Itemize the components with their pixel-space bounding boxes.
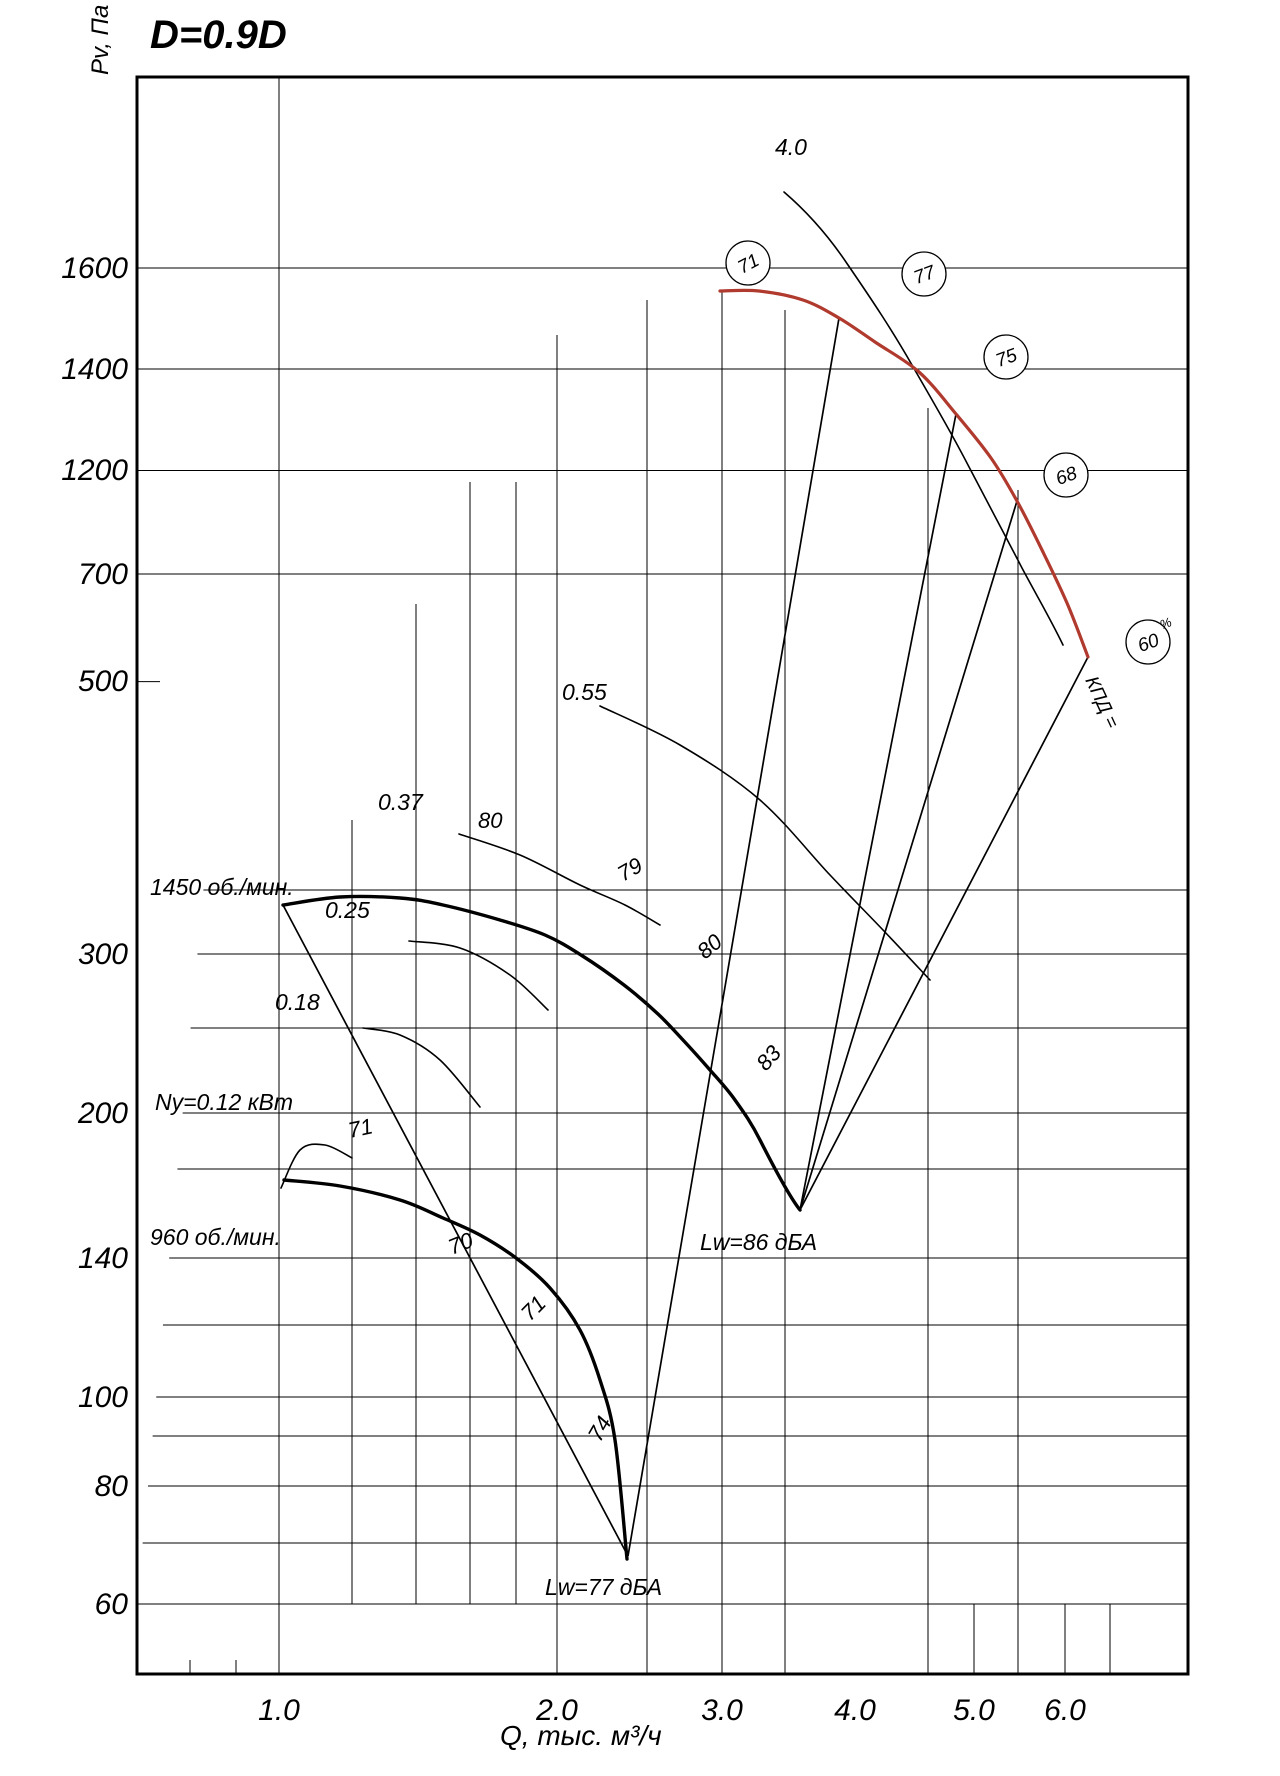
svg-text:3.0: 3.0 [701, 1694, 743, 1727]
svg-text:Q, тыс. м³/ч: Q, тыс. м³/ч [500, 1720, 662, 1751]
svg-text:1450 об./мин.: 1450 об./мин. [150, 874, 294, 900]
svg-text:500: 500 [78, 665, 128, 698]
svg-text:Pv, Па: Pv, Па [87, 5, 114, 75]
svg-text:Lw=77 дБА: Lw=77 дБА [545, 1574, 662, 1600]
svg-text:1.0: 1.0 [258, 1694, 300, 1727]
svg-text:0.55: 0.55 [562, 679, 607, 705]
svg-text:960 об./мин.: 960 об./мин. [150, 1224, 281, 1250]
svg-text:6.0: 6.0 [1044, 1694, 1086, 1727]
svg-text:1400: 1400 [61, 353, 128, 386]
svg-text:4.0: 4.0 [834, 1694, 876, 1727]
svg-text:71: 71 [346, 1113, 375, 1143]
svg-text:200: 200 [77, 1097, 128, 1130]
svg-text:1600: 1600 [61, 252, 128, 285]
svg-text:4.0: 4.0 [775, 134, 807, 160]
svg-text:D=0.9D: D=0.9D [150, 13, 287, 57]
svg-text:1200: 1200 [61, 454, 128, 487]
svg-text:80: 80 [95, 1470, 129, 1503]
svg-text:80: 80 [478, 808, 503, 833]
svg-text:100: 100 [78, 1381, 128, 1414]
svg-text:5.0: 5.0 [953, 1694, 995, 1727]
svg-text:0.25: 0.25 [325, 897, 370, 923]
svg-text:0.18: 0.18 [275, 989, 320, 1015]
svg-text:140: 140 [78, 1242, 128, 1275]
svg-text:300: 300 [78, 938, 128, 971]
svg-text:60: 60 [95, 1588, 129, 1621]
svg-text:700: 700 [78, 558, 128, 591]
svg-text:Ny=0.12 кВт: Ny=0.12 кВт [155, 1089, 293, 1115]
svg-text:0.37: 0.37 [378, 789, 424, 815]
svg-text:Lw=86 дБА: Lw=86 дБА [700, 1229, 817, 1255]
